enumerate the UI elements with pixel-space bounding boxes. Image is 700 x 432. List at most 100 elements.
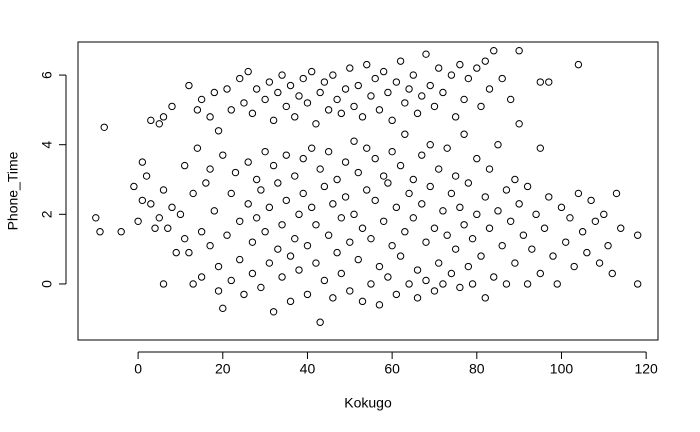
point (346, 287, 354, 295)
x-axis-label: Kokugo (344, 395, 392, 411)
point (515, 200, 523, 208)
point (435, 259, 443, 267)
point (502, 280, 511, 288)
point (519, 231, 528, 239)
point (515, 47, 523, 55)
point (540, 224, 549, 232)
point (219, 151, 227, 159)
point (426, 140, 434, 149)
point (460, 130, 468, 138)
point (451, 172, 460, 180)
point (155, 120, 163, 128)
point (498, 74, 506, 83)
y-tick-label: 4 (39, 141, 55, 149)
point (341, 85, 350, 93)
point (439, 280, 447, 288)
point (265, 78, 274, 86)
point (371, 74, 379, 83)
point (257, 283, 265, 292)
point (240, 99, 248, 107)
point (405, 189, 413, 198)
point (396, 252, 405, 260)
point (172, 248, 180, 257)
point (236, 74, 244, 83)
point (244, 200, 252, 208)
point (409, 175, 417, 184)
point (413, 294, 422, 302)
point (422, 238, 430, 246)
point (566, 214, 574, 222)
point (430, 287, 439, 295)
point (189, 280, 197, 288)
point (384, 179, 392, 187)
point (422, 276, 430, 285)
point (595, 259, 604, 267)
x-tick-label: 0 (134, 361, 142, 377)
point (401, 228, 409, 236)
point (295, 210, 303, 219)
point (464, 179, 473, 187)
point (464, 262, 473, 271)
point (329, 294, 337, 302)
point (451, 113, 460, 121)
point (257, 186, 265, 194)
point (329, 200, 337, 208)
point (303, 99, 312, 107)
point (435, 64, 443, 72)
point (388, 241, 396, 250)
point (278, 71, 286, 79)
point (418, 92, 426, 100)
point (354, 81, 362, 90)
point (240, 290, 248, 299)
point (418, 151, 426, 159)
point (312, 120, 320, 128)
point (502, 186, 511, 194)
point (430, 102, 439, 111)
point (447, 189, 456, 198)
point (405, 85, 413, 93)
point (252, 175, 261, 184)
point (578, 228, 587, 236)
point (447, 269, 456, 278)
point (392, 78, 401, 86)
point (307, 203, 316, 212)
point (384, 88, 392, 97)
point (485, 85, 494, 93)
point (481, 193, 489, 201)
point (633, 280, 642, 288)
point (549, 252, 557, 260)
point (494, 207, 502, 215)
point (337, 109, 346, 118)
point (494, 140, 502, 149)
point (227, 276, 235, 285)
point (185, 248, 193, 257)
y-axis-label: Phone_Time (5, 151, 21, 230)
point (511, 259, 519, 267)
point (371, 196, 379, 205)
point (468, 234, 477, 243)
point (375, 106, 384, 114)
point (278, 273, 286, 281)
point (295, 266, 303, 274)
point (96, 228, 104, 236)
y-tick-label: 2 (39, 210, 55, 218)
point (358, 224, 367, 232)
x-tick-label: 120 (634, 361, 658, 377)
point (388, 147, 396, 156)
point (244, 67, 252, 76)
point (367, 92, 375, 100)
point (490, 273, 498, 281)
point (164, 224, 172, 232)
point (214, 287, 223, 295)
point (210, 207, 219, 215)
point (354, 168, 362, 177)
point (193, 144, 202, 152)
point (570, 262, 578, 271)
point (282, 196, 290, 205)
point (363, 186, 371, 194)
point (460, 95, 468, 104)
point (396, 161, 405, 170)
point (291, 113, 299, 121)
point (320, 276, 329, 285)
point (316, 318, 324, 326)
